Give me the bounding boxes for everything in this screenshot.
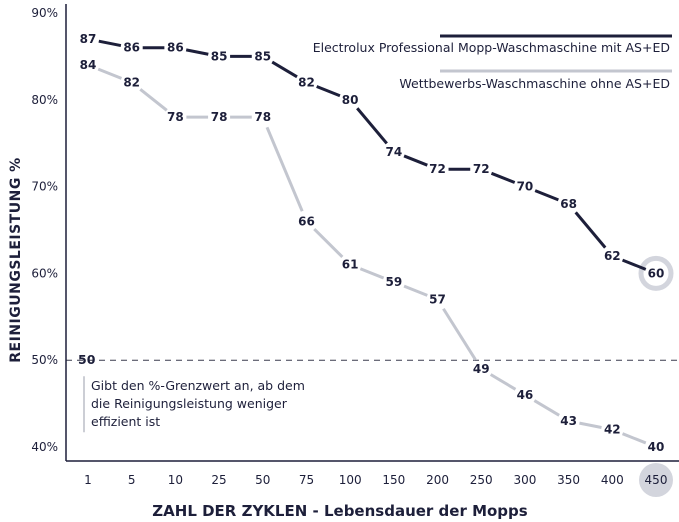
y-tick-label: 80% — [31, 93, 58, 107]
series-2-data-label: 49 — [473, 362, 490, 376]
x-tick-label: 25 — [211, 473, 226, 487]
series-2-data-label: 40 — [648, 440, 665, 454]
series-1-segment — [98, 39, 122, 48]
x-tick-label: 150 — [382, 473, 405, 487]
series-2-segment — [359, 267, 385, 280]
x-tick-label: 200 — [426, 473, 449, 487]
series-1-data-label: 68 — [560, 197, 577, 211]
series-2-data-label: 57 — [429, 292, 446, 306]
x-tick-label: 450 — [645, 473, 668, 487]
series-1-data-label: 60 — [648, 266, 665, 280]
series-1-data-label: 80 — [342, 93, 359, 107]
series-1-data-label: 85 — [254, 49, 271, 63]
series-2-data-label: 42 — [604, 423, 621, 437]
series-2-data-label: 46 — [517, 388, 534, 402]
series-1-segment — [271, 60, 298, 79]
series-2-segment — [579, 421, 602, 429]
highlight-circle-point — [638, 255, 674, 291]
x-tick-label: 50 — [255, 473, 270, 487]
legend-label-series-2: Wettbewerbs-Waschmaschine ohne AS+ED — [399, 76, 670, 91]
series-1-data-label: 72 — [473, 162, 490, 176]
y-tick-label: 50% — [31, 353, 58, 367]
series-1-segment — [185, 48, 209, 56]
x-tick-label: 400 — [601, 473, 624, 487]
annotation-line-2: die Reinigungsleistung weniger — [91, 396, 288, 411]
x-tick-label: 100 — [339, 473, 362, 487]
x-tick-label: 10 — [168, 473, 183, 487]
x-tick-label: 350 — [557, 473, 580, 487]
series-1-segment — [356, 107, 388, 145]
series-1: 87 86 86 85 85 82 80 74 72 72 70 68 62 60 — [80, 32, 665, 280]
series-1-segment — [574, 211, 607, 249]
series-1-data-label: 72 — [429, 162, 446, 176]
series-2-segment — [313, 228, 344, 259]
legend-label-series-1: Electrolux Professional Mopp-Waschmaschi… — [313, 40, 670, 55]
highlight-circle-x-tick — [639, 463, 673, 497]
series-1-data-label: 86 — [123, 41, 140, 55]
series-2-segment — [139, 88, 168, 112]
series-1-segment — [490, 171, 516, 184]
series-2-data-label: 78 — [211, 110, 228, 124]
x-tick-label: 300 — [513, 473, 536, 487]
series-1-segment — [403, 154, 428, 167]
series-2-segment — [403, 284, 428, 297]
x-tick-label: 250 — [470, 473, 493, 487]
series-2-segment — [97, 67, 123, 80]
series-2: 84 82 78 78 78 66 61 59 57 49 46 43 42 40 — [80, 58, 665, 454]
series-2-data-label: 59 — [385, 275, 402, 289]
series-2-data-label: 84 — [80, 58, 97, 72]
series-1-segment — [534, 189, 559, 202]
series-1-data-label: 74 — [385, 145, 402, 159]
series-2-data-label: 78 — [254, 110, 271, 124]
series-2-segment — [489, 373, 517, 391]
series-2-data-label: 78 — [167, 110, 184, 124]
series-1-segment — [621, 258, 647, 271]
x-tick-label: 1 — [84, 473, 92, 487]
y-tick-label: 90% — [31, 6, 58, 20]
series-2-segment — [265, 126, 304, 212]
series-1-data-label: 86 — [167, 41, 184, 55]
series-1-data-label: 82 — [298, 75, 315, 89]
y-tick-label: 60% — [31, 266, 58, 280]
series-1-data-label: 87 — [80, 32, 97, 46]
y-tick-label: 70% — [31, 180, 58, 194]
series-2-data-label: 82 — [123, 75, 140, 89]
annotation-line-3: effizient ist — [91, 414, 160, 429]
series-2-segment — [442, 307, 477, 361]
x-tick-label: 75 — [299, 473, 314, 487]
threshold-annotation: 50 Gibt den %-Grenzwert an, ab dem die R… — [66, 352, 679, 433]
threshold-label: 50 — [78, 352, 96, 367]
series-1-data-label: 85 — [211, 49, 228, 63]
x-axis-title: ZAHL DER ZYKLEN - Lebensdauer der Mopps — [152, 502, 527, 520]
series-2-data-label: 66 — [298, 214, 315, 228]
legend: Electrolux Professional Mopp-Waschmaschi… — [313, 34, 672, 91]
x-tick-label: 5 — [128, 473, 136, 487]
series-1-data-label: 70 — [517, 180, 534, 194]
series-1-data-label: 62 — [604, 249, 621, 263]
series-2-segment — [621, 432, 647, 445]
series-2-data-label: 61 — [342, 258, 359, 272]
y-tick-label: 40% — [31, 440, 58, 454]
y-axis-title: REINIGUNGSLEISTUNG % — [8, 157, 24, 362]
series-2-segment — [533, 399, 560, 417]
series-1-segment — [316, 85, 341, 98]
annotation-line-1: Gibt den %-Grenzwert an, ab dem — [91, 378, 305, 393]
series-2-data-label: 43 — [560, 414, 577, 428]
